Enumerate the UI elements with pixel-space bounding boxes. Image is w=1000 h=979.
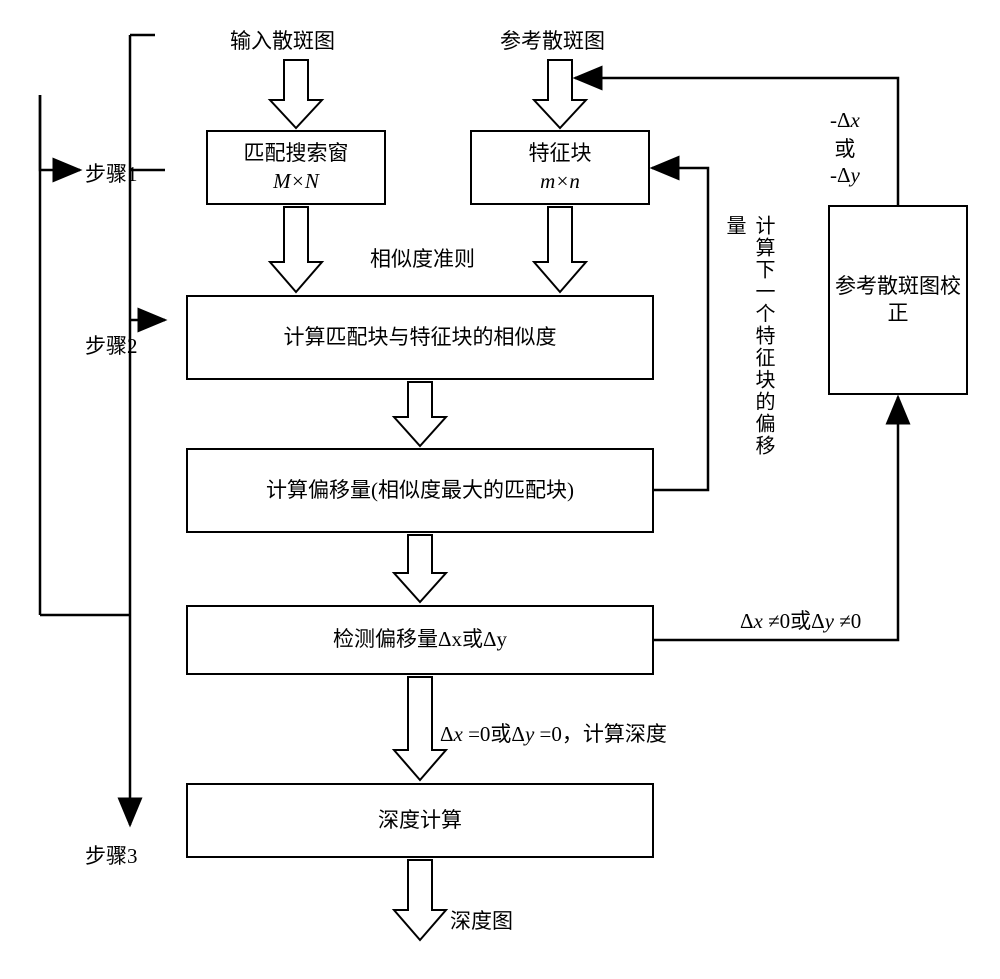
ref-speckle-label: 参考散斑图 <box>500 25 605 55</box>
arrow-offset-to-detect <box>394 535 446 602</box>
detect-text: 检测偏移量Δx或Δy <box>333 626 507 653</box>
offset-text: 计算偏移量(相似度最大的匹配块) <box>266 477 574 504</box>
depth-text: 深度计算 <box>378 807 462 834</box>
box-correction: 参考散斑图校正 <box>828 205 968 395</box>
feature-block-l1: 特征块 <box>529 140 592 167</box>
box-offset: 计算偏移量(相似度最大的匹配块) <box>186 448 654 533</box>
correction-text: 参考散斑图校正 <box>834 273 962 328</box>
depth-out-label: 深度图 <box>450 905 513 935</box>
box-similarity: 计算匹配块与特征块的相似度 <box>186 295 654 380</box>
match-window-l1: 匹配搜索窗 <box>244 140 349 167</box>
arrow-offset-to-feature <box>652 168 708 490</box>
step2-label: 步骤2 <box>85 330 138 360</box>
input-speckle-label: 输入散斑图 <box>230 25 335 55</box>
arrow-depth-to-out <box>394 860 446 940</box>
box-match-window: 匹配搜索窗 M×N <box>206 130 386 205</box>
step3-label: 步骤3 <box>85 840 138 870</box>
match-window-l2: M×N <box>273 168 319 195</box>
similarity-text: 计算匹配块与特征块的相似度 <box>284 324 557 351</box>
arrow-step1 <box>40 95 80 170</box>
arrow-matchwin-to-sim <box>270 207 322 292</box>
similarity-rule-label: 相似度准则 <box>370 243 475 273</box>
arrow-ref-to-feature <box>534 60 586 128</box>
arrow-feature-to-sim <box>534 207 586 292</box>
box-feature-block: 特征块 m×n <box>470 130 650 205</box>
box-depth: 深度计算 <box>186 783 654 858</box>
box-detect: 检测偏移量Δx或Δy <box>186 605 654 675</box>
cond-zero-label: Δx =0或Δy =0，计算深度 <box>440 718 667 748</box>
arrow-input-to-matchwin <box>270 60 322 128</box>
step1-label: 步骤1 <box>85 158 138 188</box>
arrow-detect-to-depth <box>394 677 446 780</box>
feature-block-l2: m×n <box>540 168 580 195</box>
calc-next-label: 计算下一个特征块的偏移量 <box>720 215 778 475</box>
cond-nonzero-label: Δx ≠0或Δy ≠0 <box>740 605 861 635</box>
arrow-sim-to-offset <box>394 382 446 446</box>
neg-delta-label: -Δx 或 -Δy <box>830 108 860 188</box>
